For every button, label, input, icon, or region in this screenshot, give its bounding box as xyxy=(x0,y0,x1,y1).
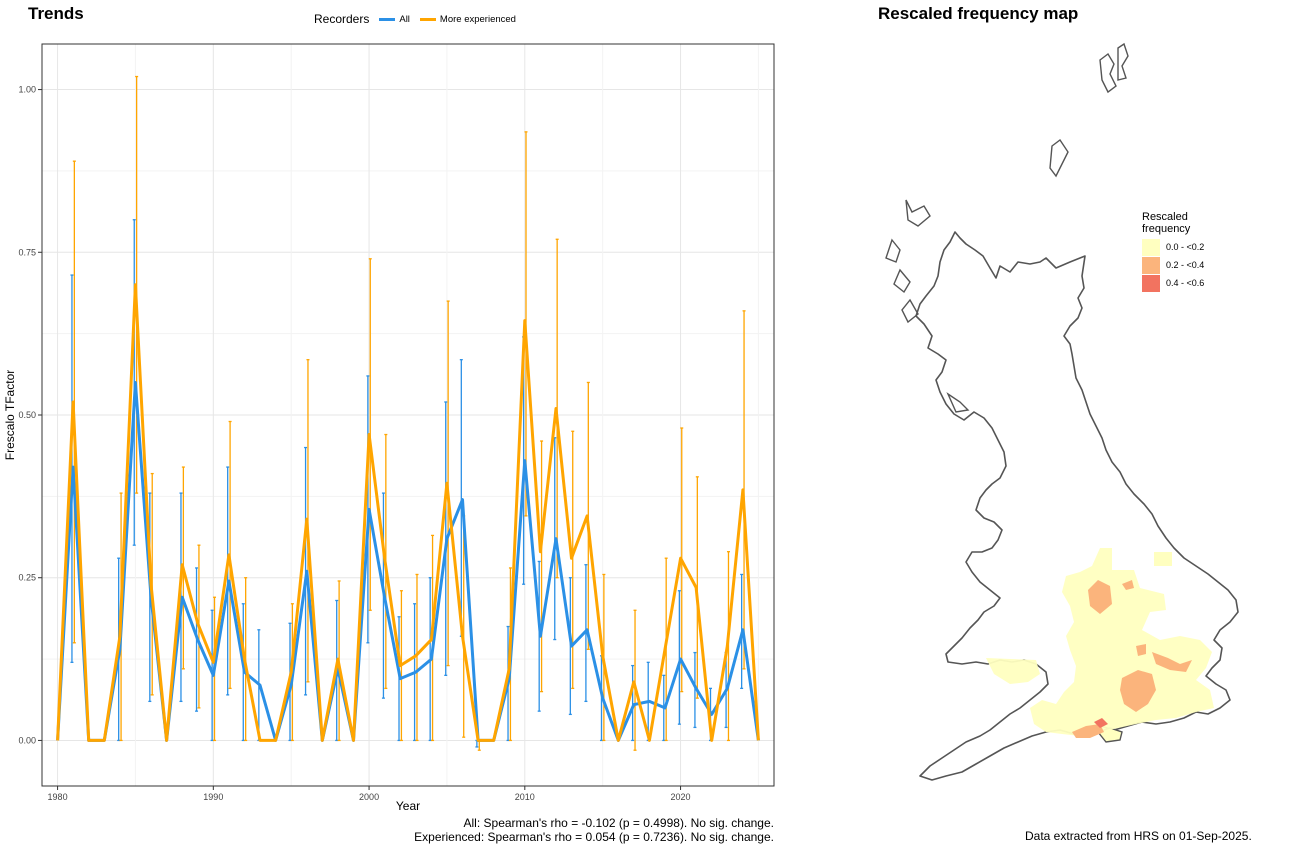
freq-band-low-cell xyxy=(1154,552,1172,566)
stats-experienced: Experienced: Spearman's rho = 0.054 (p =… xyxy=(414,830,774,844)
x-tick-label: 2000 xyxy=(359,792,379,802)
x-tick-label: 1990 xyxy=(203,792,223,802)
freq-band-mid-5 xyxy=(1136,644,1146,656)
legend-swatch-all xyxy=(379,17,396,21)
legend-label-all: All xyxy=(399,13,410,25)
y-axis-label: Frescalo TFactor xyxy=(3,370,17,460)
stats-all: All: Spearman's rho = -0.102 (p = 0.4998… xyxy=(463,816,774,830)
map-title: Rescaled frequency map xyxy=(878,4,1079,23)
y-tick-label: 0.00 xyxy=(18,735,36,745)
x-tick-label: 1980 xyxy=(48,792,68,802)
map-legend-item-mid: 0.2 - <0.4 xyxy=(1142,256,1204,274)
map-legend-title: Rescaled frequency xyxy=(1142,211,1204,235)
northern-isles-outline xyxy=(1049,42,1129,178)
gb-map xyxy=(885,42,1239,781)
x-tick-label: 2020 xyxy=(671,792,691,802)
y-tick-label: 0.75 xyxy=(18,247,36,257)
legend-label-experienced: More experienced xyxy=(439,13,516,25)
map-legend-title-line1: Rescaled xyxy=(1142,211,1188,223)
freq-band-mid-6 xyxy=(1072,724,1104,738)
freq-band-mid-1 xyxy=(1088,580,1112,614)
y-tick-label: 0.25 xyxy=(18,573,36,583)
map-legend-swatch-mid xyxy=(1142,256,1160,274)
frequency-squares xyxy=(986,548,1214,738)
map-legend-title-line2: frequency xyxy=(1142,223,1191,235)
scottish-islands-outline xyxy=(885,199,970,413)
map-legend-item-high: 0.4 - <0.6 xyxy=(1142,274,1204,292)
extract-note: Data extracted from HRS on 01-Sep-2025. xyxy=(1025,829,1252,843)
trends-title: Trends xyxy=(28,4,84,23)
chart-legend: Recorders All More experienced xyxy=(314,12,516,26)
freq-band-mid-2 xyxy=(1122,580,1134,590)
legend-item-all: All xyxy=(375,14,410,25)
freq-band-high xyxy=(1094,718,1108,728)
series-line-experienced xyxy=(56,283,760,742)
freq-band-low-west xyxy=(986,658,1040,684)
map-legend-item-low: 0.0 - <0.2 xyxy=(1142,238,1204,256)
map-legend-swatch-low xyxy=(1142,238,1160,256)
map-legend-label-high: 0.4 - <0.6 xyxy=(1166,278,1205,288)
stats-note: All: Spearman's rho = -0.102 (p = 0.4998… xyxy=(414,816,774,844)
y-tick-label: 1.00 xyxy=(18,85,36,95)
y-tick-label: 0.50 xyxy=(18,410,36,420)
trend-chart: 0.00 0.25 0.50 0.75 1.00 1980 1990 2000 2010 2020… xyxy=(3,43,775,813)
series-lines xyxy=(56,283,760,742)
freq-band-low xyxy=(1030,548,1214,736)
error-bars xyxy=(70,75,746,751)
axis-ticks: 0.00 0.25 0.50 0.75 1.00 1980 1990 2000 2010 2020 xyxy=(18,85,690,802)
map-legend-label-mid: 0.2 - <0.4 xyxy=(1166,260,1205,270)
legend-item-experienced: More experienced xyxy=(416,14,516,25)
legend-title: Recorders xyxy=(314,12,370,26)
x-axis-label: Year xyxy=(396,799,420,813)
freq-band-mid-4 xyxy=(1152,652,1192,672)
map-legend-swatch-high xyxy=(1142,274,1160,292)
legend-swatch-experienced xyxy=(419,17,436,21)
x-tick-label: 2010 xyxy=(515,792,535,802)
map-legend-label-low: 0.0 - <0.2 xyxy=(1166,242,1205,252)
freq-band-mid-3 xyxy=(1120,670,1156,712)
map-legend: Rescaled frequency 0.0 - <0.2 0.2 - <0.4… xyxy=(1142,211,1204,292)
